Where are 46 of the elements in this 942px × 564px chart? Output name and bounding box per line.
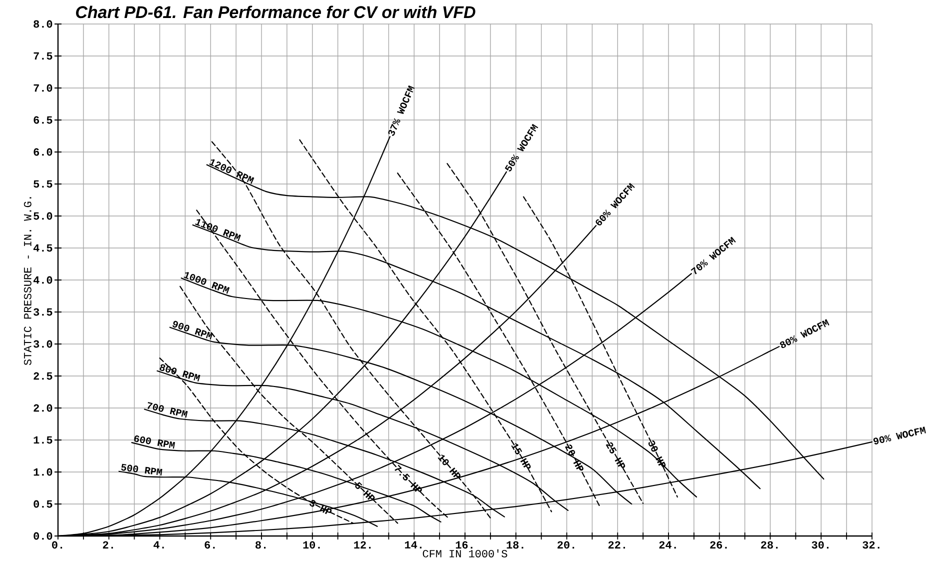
text: 90% WOCFM	[873, 426, 926, 444]
text: 900 RPM	[172, 320, 213, 340]
y-tick-label: 0.5	[34, 500, 52, 508]
x-tick-label: 24.	[659, 541, 676, 549]
text: 700 RPM	[148, 402, 188, 418]
x-tick-label: 16.	[456, 541, 472, 549]
y-tick-label: 7.5	[34, 52, 52, 60]
text: 1100 RPM	[195, 219, 241, 242]
y-tick-label: 6.5	[34, 116, 52, 124]
y-axis-title: STATIC PRESSURE - IN. W.G.	[24, 197, 32, 366]
text: 1200 RPM	[209, 159, 254, 184]
y-tick-label: 0.0	[34, 532, 52, 540]
x-tick-label: 28.	[761, 541, 778, 549]
x-tick-label: 22.	[608, 541, 625, 549]
x-tick-label: 12.	[354, 541, 371, 549]
x-tick-label: 20.	[558, 541, 574, 549]
y-tick-label: 2.5	[34, 372, 52, 380]
y-tick-label: 3.5	[34, 308, 52, 316]
x-tick-label: 2.	[102, 541, 113, 549]
y-tick-label: 1.5	[34, 436, 52, 444]
chart-title: Chart PD-61. Fan Performance for CV or with VFD	[76, 6, 476, 18]
y-tick-label: 3.0	[34, 340, 52, 348]
y-tick-label: 6.0	[34, 148, 52, 156]
x-tick-label: 8.	[256, 541, 266, 549]
y-tick-label: 8.0	[34, 20, 52, 28]
y-tick-label: 7.0	[34, 84, 52, 92]
y-tick-label: 1.0	[34, 468, 52, 476]
text: 500 RPM	[121, 464, 162, 476]
text: 800 RPM	[160, 364, 200, 382]
x-axis-title: CFM IN 1000'S	[422, 549, 508, 558]
x-tick-label: 14.	[405, 541, 422, 548]
x-tick-label: 26.	[710, 541, 727, 549]
x-tick-label: 32.	[862, 541, 880, 549]
y-tick-label: 5.5	[34, 180, 52, 188]
text: 1000 RPM	[184, 272, 230, 294]
x-tick-label: 10.	[303, 541, 320, 549]
y-tick-label: 5.0	[34, 212, 52, 220]
text: 600 RPM	[134, 435, 176, 449]
y-tick-label: 4.5	[33, 244, 52, 252]
y-tick-label: 2.0	[34, 404, 52, 412]
x-tick-label: 18.	[506, 541, 524, 549]
x-tick-label: 6.	[204, 541, 215, 549]
x-tick-label: 4.	[154, 541, 164, 548]
x-tick-label: 30.	[812, 541, 828, 549]
y-tick-label: 4.0	[33, 276, 52, 284]
x-tick-label: 0.	[52, 541, 62, 549]
